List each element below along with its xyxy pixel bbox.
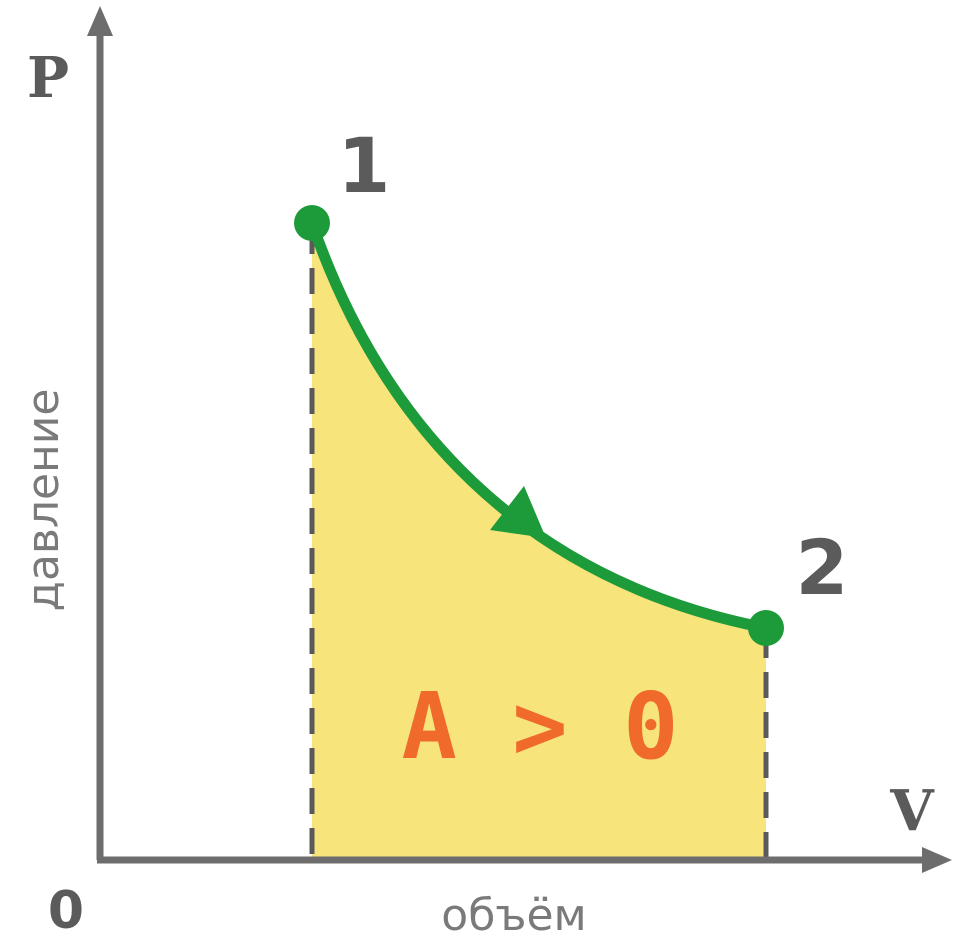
work-label: A > 0: [402, 673, 679, 780]
state-point-1: [294, 205, 330, 241]
point-1-label: 1: [338, 121, 391, 210]
x-axis-arrow-icon: [922, 847, 952, 873]
y-axis-arrow-icon: [87, 6, 113, 36]
y-axis-name: P: [27, 45, 69, 111]
direction-arrow-icon: [490, 486, 546, 538]
x-axis-name: V: [889, 778, 935, 844]
state-point-2: [748, 610, 784, 646]
process-curve: [306, 217, 772, 634]
y-axis-caption: давление: [18, 389, 69, 612]
x-axis-caption: объём: [441, 890, 586, 941]
origin-label: 0: [48, 881, 84, 941]
point-2-label: 2: [796, 523, 849, 612]
